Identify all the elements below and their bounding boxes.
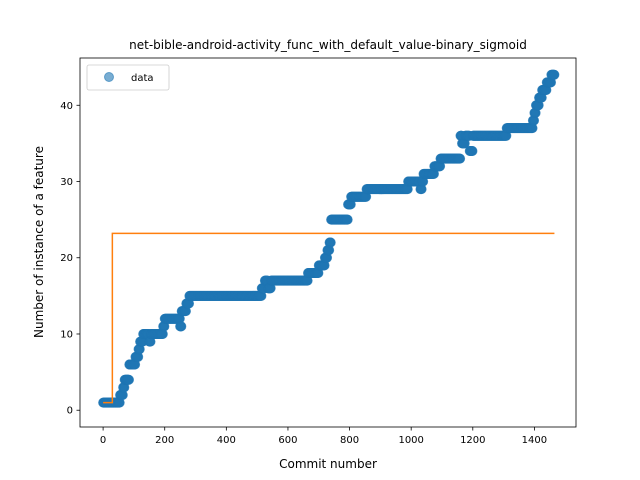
y-tick-label: 0 [67,406,73,417]
x-axis-label: Commit number [279,457,377,471]
legend-frame [86,64,170,91]
data-point [549,69,560,80]
x-tick-label: 600 [278,435,297,446]
y-tick-label: 10 [60,329,73,340]
data-point [325,237,336,248]
y-axis: 0 10 20 30 40 [60,101,80,417]
axes-frame [79,57,577,428]
data-point [467,146,478,157]
legend: data [86,64,170,91]
plot-area [98,69,560,408]
data-point [455,153,466,164]
data-points [98,69,560,408]
x-tick-label: 1000 [398,435,423,446]
y-axis-label: Number of instance of a feature [32,146,46,338]
data-point [123,374,134,385]
fit-line [103,232,555,404]
x-axis: 0 200 400 600 800 1000 1200 1400 [100,427,547,446]
x-tick-label: 1200 [460,435,485,446]
y-tick-label: 30 [60,177,73,188]
chart-title: net-bible-android-activity_func_with_def… [129,38,527,52]
data-point [176,321,187,332]
x-tick-label: 1400 [522,435,547,446]
legend-label-data: data [131,73,154,84]
x-tick-label: 0 [100,435,106,446]
legend-marker-data [104,72,114,82]
x-tick-label: 200 [155,435,174,446]
y-tick-label: 40 [60,101,73,112]
x-tick-label: 800 [340,435,359,446]
y-tick-label: 20 [60,253,73,264]
data-point [342,214,353,225]
x-tick-label: 400 [217,435,236,446]
